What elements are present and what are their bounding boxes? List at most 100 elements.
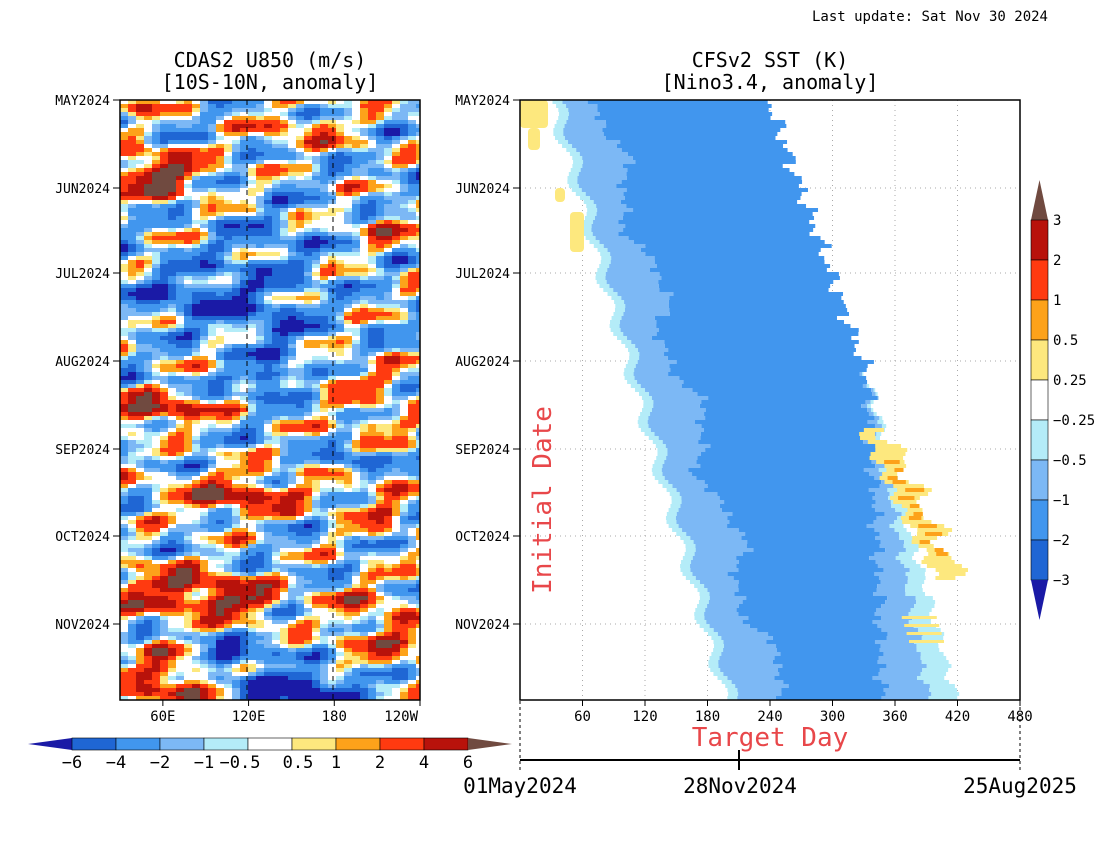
u850-cell [216,316,224,320]
u850-cell [288,612,296,616]
u850-cell [416,420,420,424]
u850-cell [368,368,376,372]
u850-cell [400,344,408,348]
u850-cell [296,344,304,348]
u850-cell [400,620,408,624]
u850-cell [272,228,280,232]
u850-cell [288,360,296,364]
u850-cell [304,192,312,196]
u850-cell [128,568,136,572]
u850-cell [272,432,280,436]
u850-cell [304,388,312,392]
u850-cell [240,348,248,352]
u850-cell [136,452,144,456]
u850-cell [360,384,368,388]
u850-cell [264,564,272,568]
u850-cell [304,400,312,404]
u850-cell [280,320,288,324]
u850-cell [128,316,136,320]
u850-cell [120,484,128,488]
u850-cell [144,248,152,252]
u850-cell [288,184,296,188]
u850-cell [224,580,232,584]
u850-cell [400,132,408,136]
u850-cell [320,268,328,272]
u850-cell [128,360,136,364]
u850-cell [240,352,248,356]
u850-cell [144,472,152,476]
u850-cell [264,380,272,384]
u850-cell [128,448,136,452]
u850-cell [272,196,280,200]
u850-cell [304,332,312,336]
u850-cell [376,392,384,396]
u850-cell [384,512,392,516]
u850-cell [392,464,400,468]
u850-cell [256,308,264,312]
u850-cell [200,308,208,312]
u850-cell [368,376,376,380]
u850-cell [136,532,144,536]
u850-cell [192,544,200,548]
u850-cell [344,612,352,616]
u850-cell [272,532,280,536]
u850-cell [352,296,360,300]
u850-cell [120,160,128,164]
u850-cell [280,296,288,300]
u850-cell [280,568,288,572]
u850-cell [184,340,192,344]
u850-cell [232,276,240,280]
u850-cell [392,440,400,444]
u850-cell [152,124,160,128]
u850-cell [144,168,152,172]
u850-cell [248,360,256,364]
u850-cell [152,560,160,564]
u850-cell [240,336,248,340]
u850-cell [200,396,208,400]
u850-cell [224,148,232,152]
u850-cell [312,288,320,292]
u850-cell [280,564,288,568]
u850-cell [208,480,216,484]
u850-cell [216,100,224,104]
u850-cell [416,336,420,340]
u850-cell [160,328,168,332]
u850-cell [240,320,248,324]
u850-cell [248,488,256,492]
u850-cell [296,180,304,184]
u850-cell [280,536,288,540]
u850-cell [280,192,288,196]
u850-cell [416,496,420,500]
u850-cell [336,424,344,428]
u850-cell [416,352,420,356]
u850-cell [240,384,248,388]
u850-cell [248,148,256,152]
u850-cell [288,204,296,208]
u850-cell [184,108,192,112]
u850-cell [152,328,160,332]
u850-cell [304,512,312,516]
u850-cell [216,240,224,244]
u850-cell [136,172,144,176]
u850-cell [136,568,144,572]
u850-cell [256,532,264,536]
u850-cell [216,120,224,124]
u850-cell [240,412,248,416]
u850-cell [320,408,328,412]
u850-cell [376,136,384,140]
u850-cell [168,184,176,188]
u850-cell [312,220,320,224]
u850-cell [392,420,400,424]
u850-cell [144,548,152,552]
u850-cell [416,524,420,528]
u850-cell [136,204,144,208]
u850-cell [224,140,232,144]
u850-cell [160,128,168,132]
u850-cell [256,280,264,284]
u850-cell [408,384,416,388]
u850-cell [328,536,336,540]
u850-cell [320,296,328,300]
u850-cell [392,176,400,180]
u850-cell [152,208,160,212]
u850-cell [152,372,160,376]
